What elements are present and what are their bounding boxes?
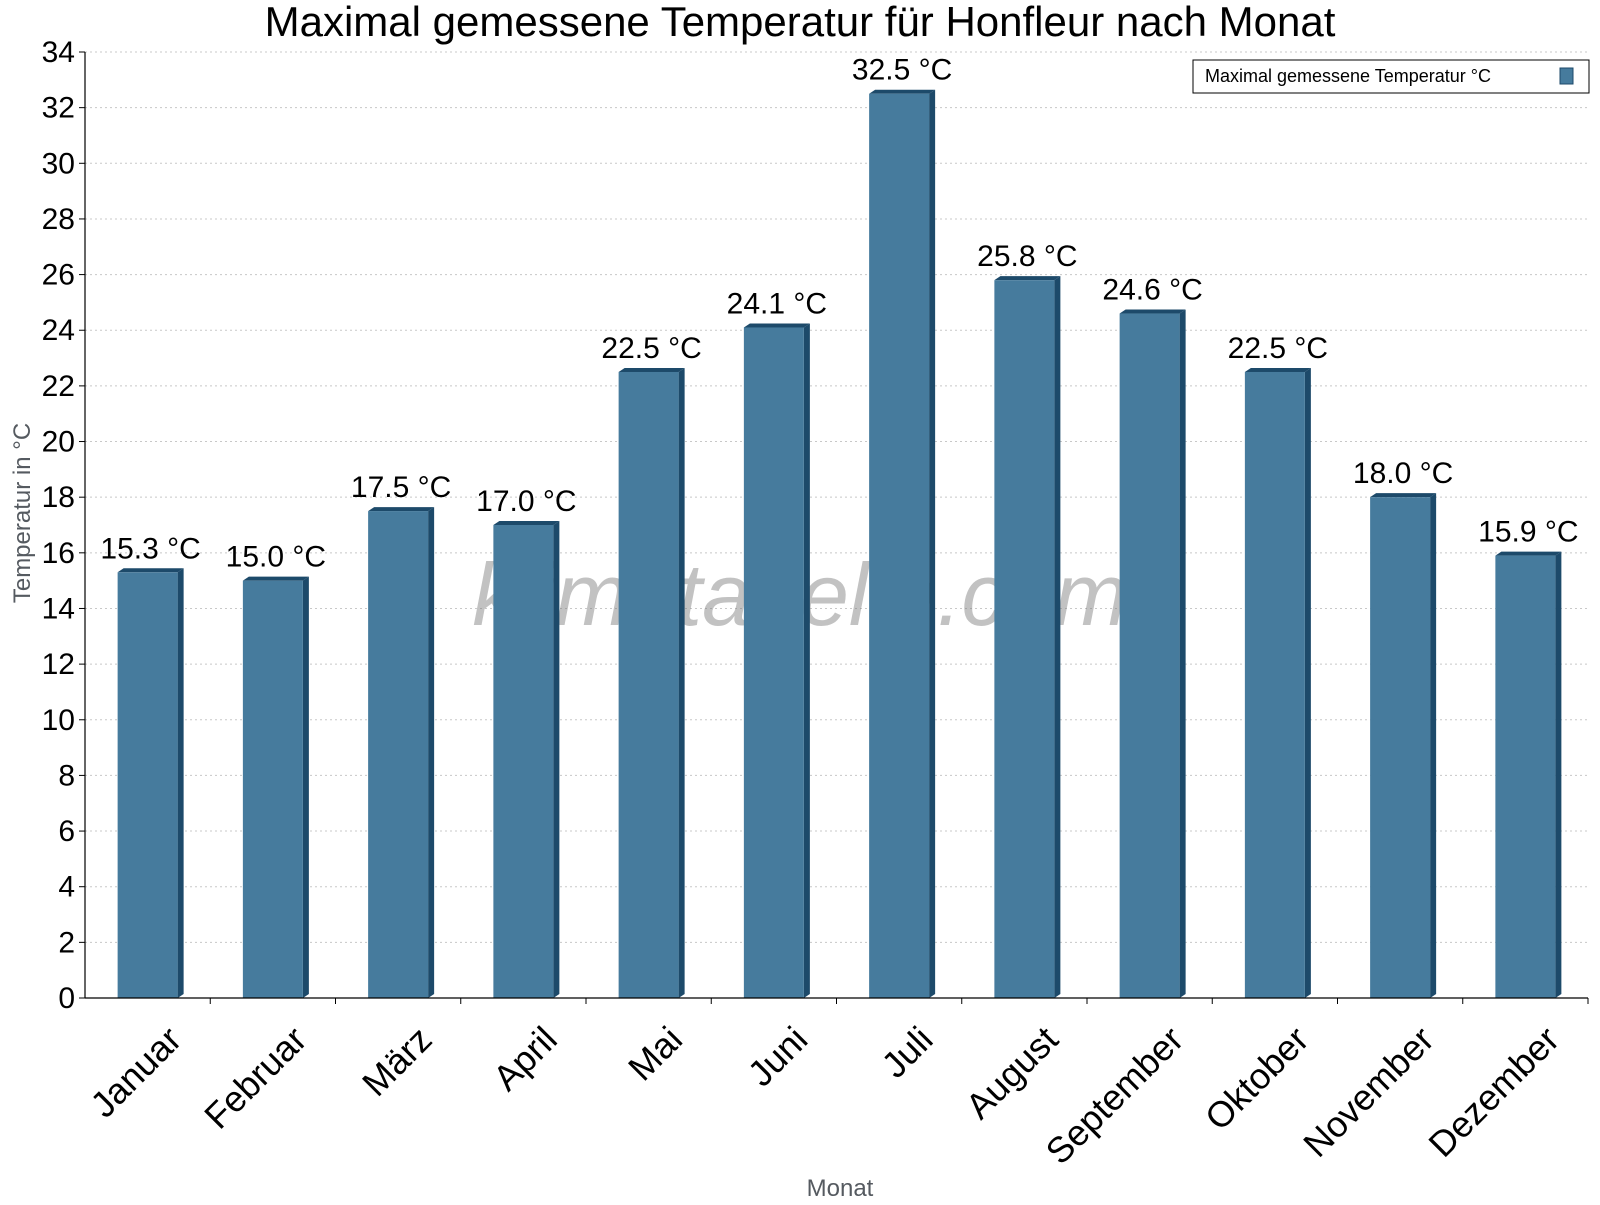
bar-value-label: 22.5 °C	[1228, 332, 1328, 365]
bar-top	[869, 89, 936, 94]
bar	[242, 580, 303, 998]
bar	[743, 327, 804, 998]
legend-box	[1192, 59, 1590, 94]
y-tick-label: 34	[42, 36, 75, 69]
bar	[869, 93, 930, 998]
bar-value-label: 17.5 °C	[351, 471, 451, 504]
x-axis-title: Monat	[807, 1175, 874, 1200]
bar-side	[929, 89, 936, 998]
bar-side	[1430, 493, 1437, 998]
bar-top	[1119, 309, 1186, 314]
bar-top	[1244, 367, 1311, 372]
bar-top	[242, 576, 309, 581]
bar-value-label: 15.9 °C	[1478, 516, 1578, 549]
bar	[994, 280, 1055, 998]
bar-side	[302, 576, 309, 998]
bar-top	[994, 276, 1061, 281]
y-tick-label: 4	[58, 871, 75, 904]
bar	[1495, 555, 1556, 998]
bar-top	[493, 521, 560, 525]
y-tick-label: 12	[42, 648, 75, 681]
bar-side	[678, 367, 685, 998]
bar	[368, 511, 429, 998]
bars	[117, 89, 1562, 999]
bar-side	[1179, 309, 1186, 999]
y-tick-label: 2	[58, 926, 75, 959]
bar-value-label: 24.1 °C	[727, 287, 827, 320]
bar-side	[177, 568, 184, 998]
y-tick-label: 8	[58, 759, 75, 792]
y-axis-title: Temperatur in °C	[9, 423, 36, 603]
y-tick-label: 24	[42, 314, 75, 347]
bar-top	[1495, 551, 1562, 556]
y-tick-label: 26	[42, 259, 75, 292]
x-tick-label: Februar	[196, 1018, 314, 1136]
bar-side	[803, 323, 810, 998]
bar-side	[1555, 551, 1562, 998]
chart-title: Maximal gemessene Temperatur für Honfleu…	[265, 0, 1336, 45]
bar-value-label: 32.5 °C	[852, 54, 952, 87]
bar-top	[368, 507, 435, 512]
y-tick-label: 20	[42, 426, 75, 459]
x-tick-label: Mai	[620, 1018, 690, 1088]
bar	[1370, 497, 1431, 998]
bar-side	[428, 507, 435, 998]
y-tick-label: 10	[42, 704, 75, 737]
y-tick-label: 6	[58, 815, 75, 848]
legend: Maximal gemessene Temperatur °C	[1192, 59, 1590, 94]
y-tick-label: 16	[42, 537, 75, 570]
bar-value-label: 22.5 °C	[601, 332, 701, 365]
bar	[1119, 313, 1180, 999]
x-tick-label: April	[485, 1018, 565, 1098]
y-tick-label: 28	[42, 203, 75, 236]
bar-value-label: 25.8 °C	[977, 240, 1077, 273]
bar-value-label: 24.6 °C	[1102, 274, 1202, 307]
x-tick-label: März	[354, 1018, 440, 1104]
value-labels: 15.3 °C 15.0 °C 17.5 °C 17.0 °C 22.5 °C 24.1 …	[100, 54, 1578, 574]
bar	[493, 525, 554, 998]
bar	[618, 371, 679, 998]
x-tick-label: Oktober	[1197, 1018, 1317, 1138]
bar	[117, 572, 178, 998]
x-tick-label: August	[958, 1018, 1066, 1126]
y-tick-label: 0	[58, 982, 75, 1015]
grid-lines	[85, 51, 1588, 943]
bar-top	[743, 323, 810, 328]
x-tick-label: November	[1295, 1018, 1441, 1164]
bar-value-label: 15.3 °C	[100, 532, 200, 565]
axes	[84, 52, 1588, 999]
x-tick-label: Juni	[740, 1018, 816, 1094]
bar-value-label: 17.0 °C	[476, 485, 576, 518]
bar-top	[618, 367, 685, 372]
legend-label: Maximal gemessene Temperatur °C	[1205, 66, 1491, 86]
bar-side	[1054, 276, 1061, 998]
y-tick-label: 22	[42, 370, 75, 403]
y-tick-label: 18	[42, 481, 75, 514]
y-tick-label: 32	[42, 92, 75, 125]
bar-side	[1304, 367, 1311, 998]
bar-top	[1370, 493, 1437, 498]
bar	[1244, 371, 1305, 998]
bar-value-label: 15.0 °C	[226, 541, 326, 574]
legend-swatch	[1559, 67, 1574, 85]
y-tick-label: 30	[42, 147, 75, 180]
x-tick-label: September	[1038, 1018, 1192, 1172]
y-tick-label: 14	[42, 592, 75, 625]
x-tick-label: Juli	[873, 1018, 940, 1085]
bar-top	[117, 568, 184, 573]
bar-value-label: 18.0 °C	[1353, 457, 1453, 490]
x-tick-label: Dezember	[1420, 1018, 1566, 1164]
x-axis-ticks: Januar Februar März April Mai Juni Juli AugustS…	[82, 998, 1589, 1172]
bar-side	[553, 521, 560, 998]
x-tick-label: Januar	[82, 1018, 189, 1125]
